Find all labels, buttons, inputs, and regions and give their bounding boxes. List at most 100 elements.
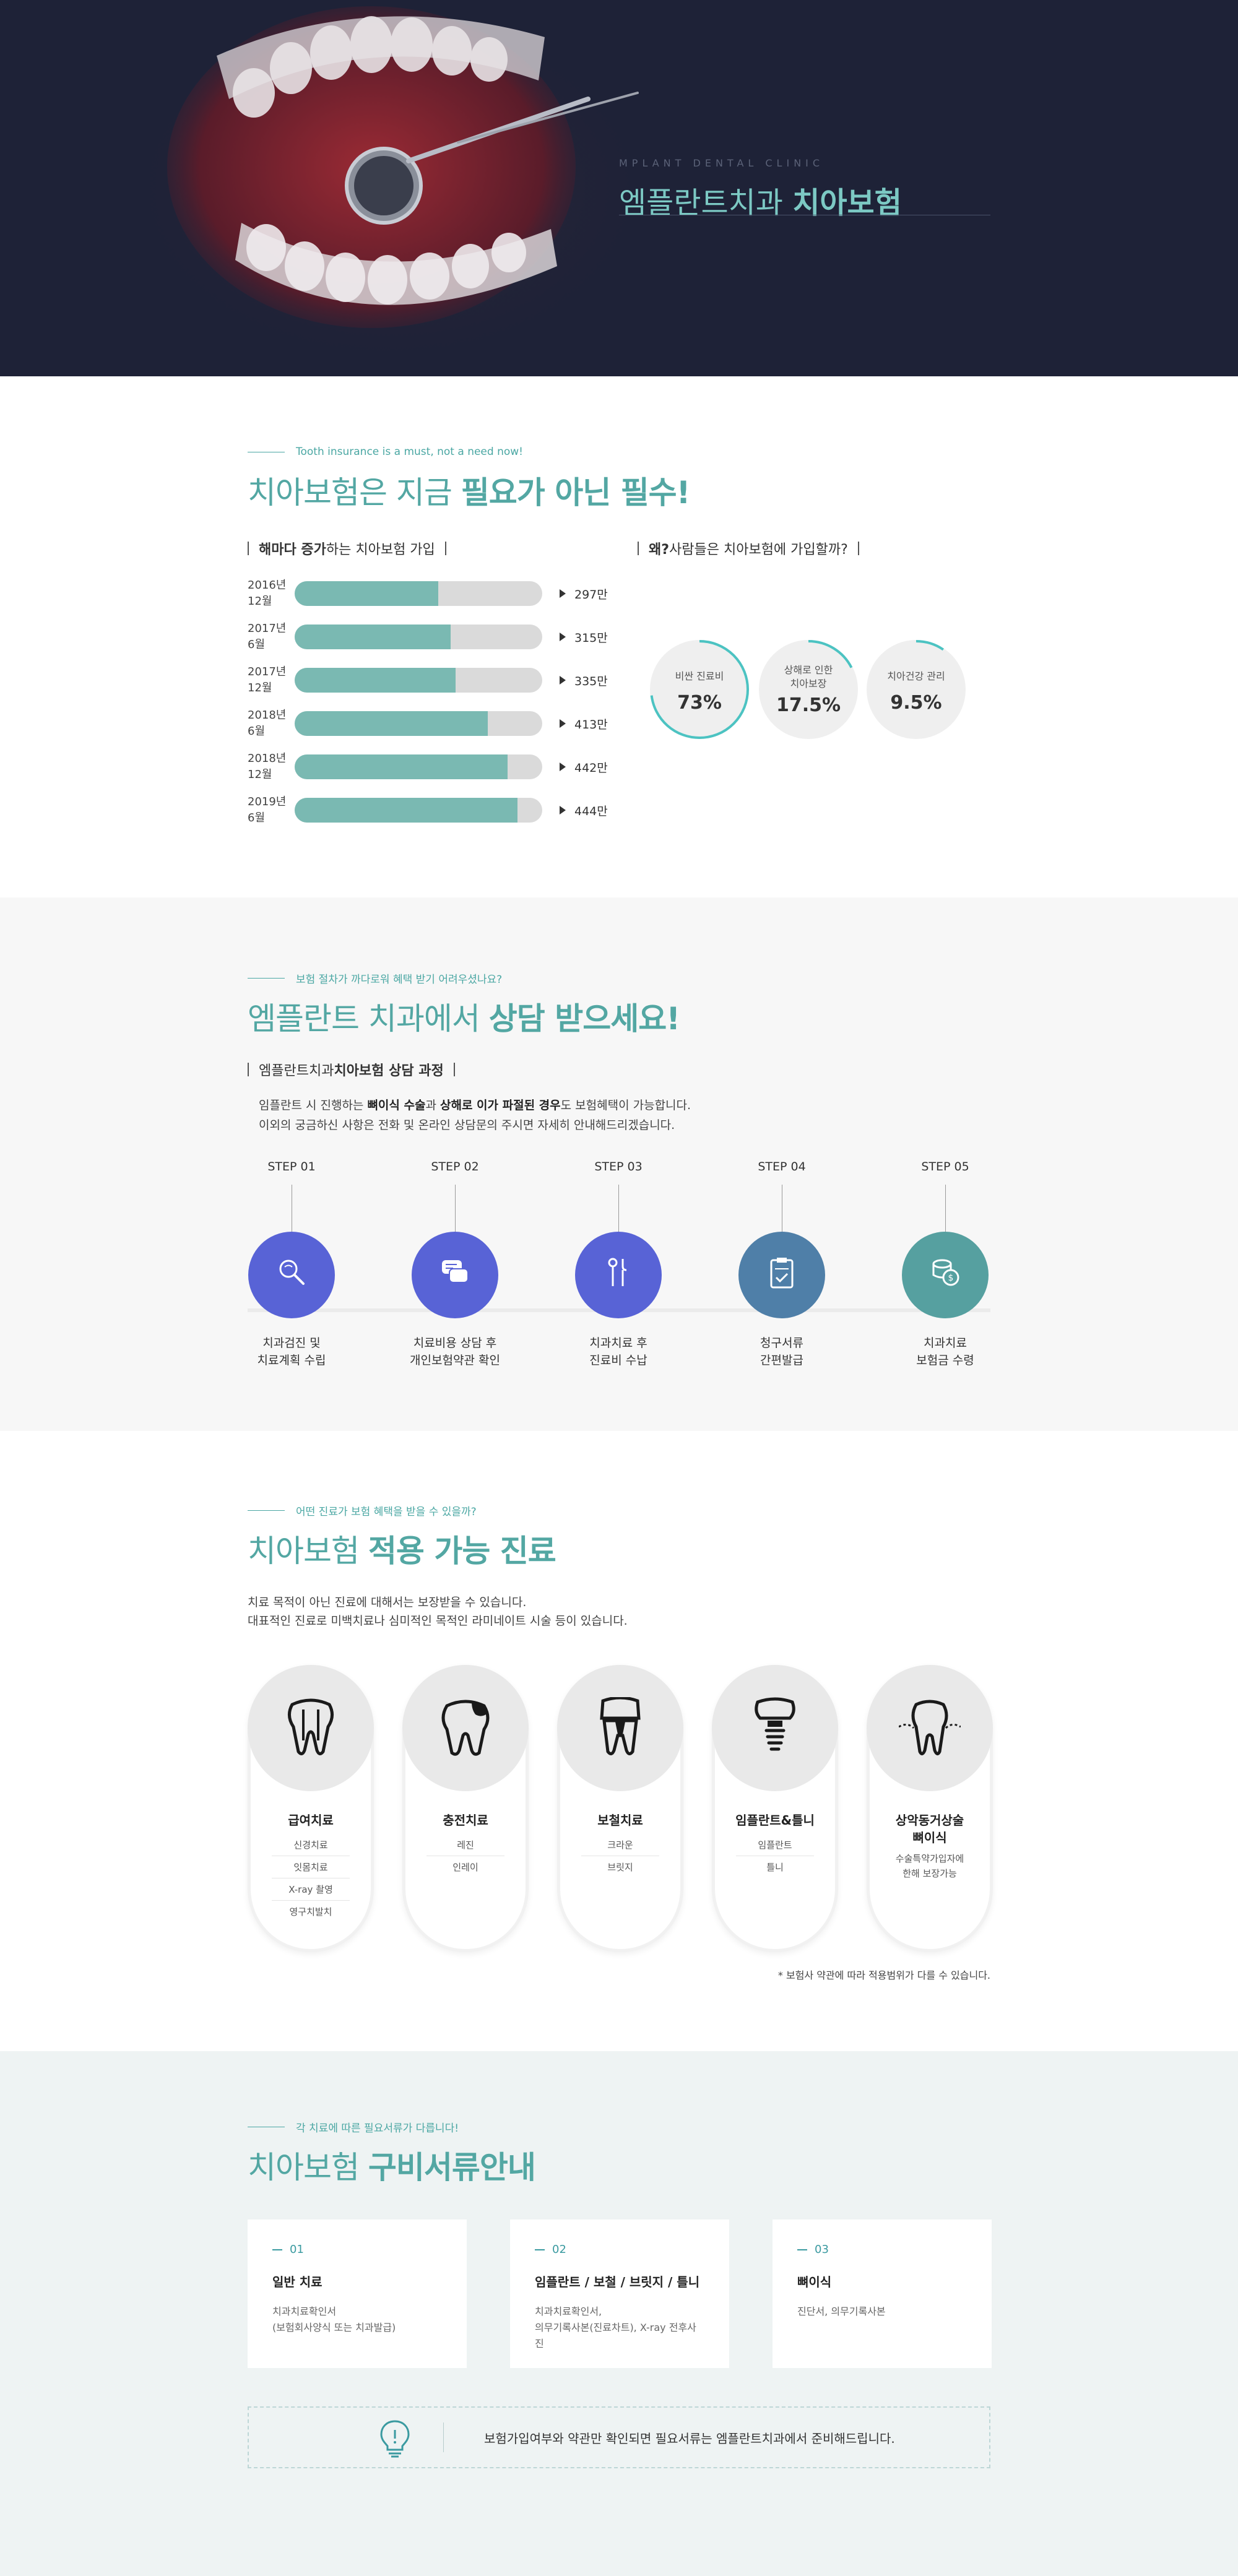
step-text: 치료비용 상담 후 개인보험약관 확인 [409,1334,501,1369]
donut-label-line: 상해로 인한 [784,664,833,676]
treatment-title-text: 상악동거상술 [895,1813,964,1828]
treatment-card: 충전치료 레진 인레이 [402,1665,529,1952]
section-title: 치아보험은 지금 필요가 아닌 필수! [248,468,690,512]
document-title: 일반 치료 [272,2275,322,2289]
step-label: STEP 04 [758,1160,806,1173]
bar [295,798,517,823]
treatments-description: 치료 목적이 아닌 진료에 대해서는 보장받을 수 있습니다. 대표적인 진료로… [248,1593,628,1630]
bar-label-line: 2017년 [248,665,287,678]
donut-chart: 치아건강 관리 9.5% [867,640,966,739]
process-subtitle: 엠플란트치과 치아보험 상담 과정 [248,1060,465,1079]
treatment-title: 임플란트&틀니 [715,1812,835,1829]
document-card: 03 뼈이식 진단서, 의무기록사본 [773,2219,992,2368]
coins-icon: $ [932,1259,959,1286]
step-connector [454,1185,456,1232]
treatment-note-line: 한해 보장가능 [903,1868,957,1879]
magnifier-tooth-icon [279,1260,305,1285]
dental-tools-icon [608,1258,627,1286]
treatment-item: 임플란트 [736,1834,814,1856]
bar-row: 2017년 12월 335만 [248,663,631,697]
treatment-title-text: 급여치료 [288,1813,334,1828]
notice-box: 보험가입여부와 약관만 확인되면 필요서류는 엠플란트치과에서 준비해드립니다. [248,2406,990,2468]
title-light: 엠플란트 치과에서 [248,1001,489,1037]
document-line: 치과치료확인서, [535,2306,602,2317]
title-light: 치아보험 [248,2150,368,2185]
bar-category-label: 2019년 6월 [248,794,295,826]
treatment-icon-circle [402,1665,529,1791]
process-description: 임플란트 시 진행하는 뼈이식 수술과 상해로 이가 파절된 경우도 보험혜택이… [259,1096,691,1135]
bar-row: 2018년 12월 442만 [248,750,631,784]
donut-slice [867,640,966,739]
arrow-right-icon [560,806,566,815]
document-title: 뼈이식 [797,2275,832,2289]
treatment-icon-circle [712,1665,838,1791]
bar-label-line: 6월 [248,638,266,651]
bar-value-label: 335만 [574,674,608,688]
document-line: 의무기록사본(진료차트), X-ray 전후사진 [535,2322,696,2349]
treatment-item: 틀니 [766,1862,784,1873]
bar-label-line: 2017년 [248,622,287,635]
step-text: 치과치료 후 진료비 수납 [572,1334,665,1369]
treatment-title: 보철치료 [560,1812,680,1829]
notice-divider [443,2423,444,2452]
title-bold: 구비서류안내 [368,2150,536,2185]
bar-row: 2016년 12월 297만 [248,577,631,610]
donut-arc [867,640,966,739]
treatment-item: 영구치발치 [289,1906,332,1917]
step-icon-circle: $ [902,1232,989,1318]
title-bold: 상담 받으세요! [488,1001,680,1037]
treatment-note-line: 수술특약가입자에 [895,1853,964,1864]
donut-label-line: 치아보장 [790,678,827,689]
lightbulb-icon [380,2420,410,2458]
process-step: STEP 05 $ 치과치료 보험금 수령 [899,1160,992,1369]
bar-track [295,754,542,779]
bar-label-line: 2019년 [248,795,287,808]
step-text: 청구서류 간편발급 [735,1334,828,1369]
desc-text: 과 [425,1099,440,1112]
bar [295,711,488,736]
bar-label-line: 2018년 [248,752,287,765]
hero-title-light: 엠플란트치과 [619,186,793,220]
bar [295,754,508,779]
desc-bold: 상해로 이가 파절된 경우 [440,1099,561,1112]
step-connector [618,1185,619,1232]
step-text-line: 치료비용 상담 후 [413,1336,497,1350]
bar-label-line: 2018년 [248,709,287,722]
bar [295,581,438,606]
arrow-right-icon [560,633,566,641]
document-number-text: 03 [815,2243,829,2256]
donut-value-label: 17.5% [776,694,841,716]
bar-track [295,668,542,693]
step-text-line: 청구서류 [760,1336,803,1350]
donut-slice [650,640,749,739]
section-kicker: 보험 절차가 까다로워 혜택 받기 어려우셨나요? [248,970,680,986]
bar-label-line: 12월 [248,768,272,781]
donut-slice [759,640,858,739]
step-icon-circle [575,1232,662,1318]
process-step: STEP 02 치료비용 상담 후 개인보험약관 확인 [409,1160,501,1369]
hero-title: 엠플란트치과 치아보험 [619,178,902,222]
desc-bold: 뼈이식 수술 [367,1099,426,1112]
section-heading: 각 치료에 따른 필요서류가 다릅니다! 치아보험 구비서류안내 [248,2119,536,2187]
section-title: 치아보험 적용 가능 진료 [248,1526,556,1571]
bar-category-label: 2018년 12월 [248,751,295,783]
treatment-title-text: 뼈이식 [912,1830,947,1845]
tooth-cavity-icon [441,1700,490,1756]
teeth-mirror-image [111,0,669,376]
bar-row: 2018년 6월 413만 [248,707,631,740]
treatment-title: 급여치료 [251,1812,371,1829]
document-line: (보험회사양식 또는 치과발급) [272,2322,396,2333]
step-label: STEP 01 [267,1160,316,1173]
treatment-title-text: 보철치료 [597,1813,643,1828]
section-heading: 보험 절차가 까다로워 혜택 받기 어려우셨나요? 엠플란트 치과에서 상담 받… [248,970,680,1039]
arrow-right-icon [560,589,566,598]
kicker-text: 어떤 진료가 보험 혜택을 받을 수 있을까? [296,1505,477,1518]
section-title: 엠플란트 치과에서 상담 받으세요! [248,994,680,1039]
desc-text: 임플란트 시 진행하는 [259,1099,368,1112]
chat-bubbles-icon [442,1260,469,1283]
bar-value-label: 413만 [574,717,608,732]
treatment-items: 신경치료 잇몸치료 X-ray 촬영 영구치발치 [272,1834,350,1923]
bar-value-label: 442만 [574,761,608,775]
